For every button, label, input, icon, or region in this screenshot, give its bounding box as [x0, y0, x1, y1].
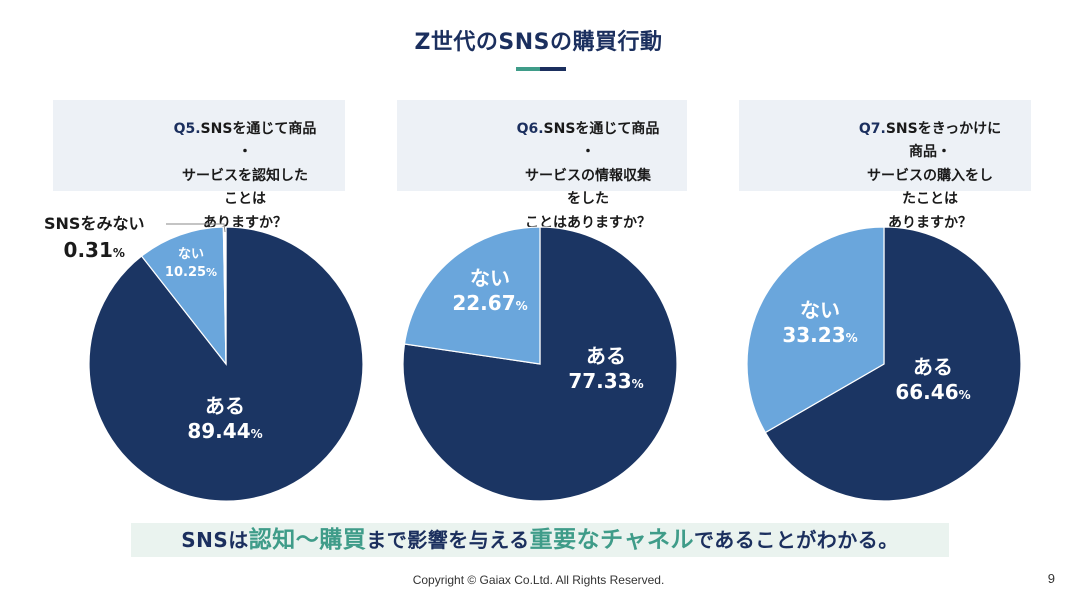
question-q5: Q5.SNSを通じて商品 ・ サービスを認知した ことは ありますか？ — [130, 94, 360, 235]
slice-category: ない — [470, 266, 510, 290]
slice-unit: % — [515, 299, 528, 313]
title-underline-teal — [516, 67, 540, 71]
question-q6: Q6.SNSを通じて商品 ・ サービスの情報収集 をした ことはありますか？ — [473, 94, 703, 235]
pie-2-slice-aru — [402, 226, 678, 502]
slice-unit: % — [958, 388, 971, 402]
page-number: 9 — [1047, 571, 1055, 586]
question-box-q6 — [397, 100, 687, 191]
slice-unit: % — [631, 377, 644, 391]
pie-3-slice-nai — [746, 226, 885, 434]
question-text: SNSをきっかけに 商品・ サービスの購入をし たことは ありますか？ — [867, 120, 1002, 231]
q5-callout-leader-line — [166, 223, 226, 233]
q5-slice-label-nai: ない 10.25% — [156, 246, 226, 281]
slice-unit: % — [206, 265, 218, 279]
question-q7: Q7.SNSをきっかけに 商品・ サービスの購入をし たことは ありますか？ — [815, 94, 1045, 235]
conclusion-highlight-awareness-to-purchase: 認知～購買 — [248, 527, 367, 553]
question-box-q5 — [53, 100, 345, 191]
question-text: SNSを通じて商品 ・ サービスを認知した ことは ありますか？ — [182, 120, 317, 231]
conclusion-suffix: であることがわかる。 — [693, 528, 899, 552]
slice-value: 0.31 — [63, 238, 113, 262]
q6-slice-label-nai: ない 22.67% — [430, 266, 550, 316]
slice-unit: % — [112, 246, 125, 260]
conclusion-middle: まで影響を与える — [366, 528, 530, 552]
slice-category: ある — [913, 355, 953, 379]
pie-2-slice-nai — [403, 226, 541, 365]
question-box-q7 — [739, 100, 1031, 191]
pie-1-slice-nai — [140, 226, 227, 366]
slice-category: ある — [586, 344, 626, 368]
q5-slice-label-aru: ある 89.44% — [165, 394, 285, 444]
slice-unit: % — [250, 427, 263, 441]
conclusion-highlight-important-channel: 重要なチャネル — [529, 527, 694, 553]
q6-slice-label-aru: ある 77.33% — [546, 344, 666, 394]
question-number: Q5. — [173, 120, 201, 137]
question-number: Q7. — [858, 120, 886, 137]
slice-category: ある — [205, 394, 245, 418]
slice-category: ない — [177, 247, 204, 262]
slice-category: ない — [800, 298, 840, 322]
q7-slice-label-aru: ある 66.46% — [873, 355, 993, 405]
slice-value: 22.67 — [452, 291, 516, 315]
slice-value: 10.25 — [164, 264, 207, 280]
slice-value: 33.23 — [782, 323, 846, 347]
conclusion-prefix: SNSは — [181, 528, 249, 552]
slice-category: SNSをみない — [44, 214, 145, 233]
q5-callout-sns-minai: SNSをみない 0.31% — [44, 211, 144, 266]
conclusion-banner: SNSは認知～購買まで影響を与える重要なチャネルであることがわかる。 — [131, 523, 949, 557]
question-number: Q6. — [516, 120, 544, 137]
slide-title: Z世代のSNSの購買行動 — [414, 30, 663, 55]
title-underline-navy — [540, 67, 566, 71]
slice-value: 77.33 — [568, 369, 632, 393]
slice-value: 66.46 — [895, 380, 959, 404]
slice-value: 89.44 — [187, 419, 251, 443]
pie-3-slice-aru — [764, 226, 1022, 502]
question-text: SNSを通じて商品 ・ サービスの情報収集 をした ことはありますか？ — [525, 120, 660, 231]
copyright-footer: Copyright © Gaiax Co.Ltd. All Rights Res… — [412, 573, 665, 587]
slice-unit: % — [845, 331, 858, 345]
q7-slice-label-nai: ない 33.23% — [760, 298, 880, 348]
